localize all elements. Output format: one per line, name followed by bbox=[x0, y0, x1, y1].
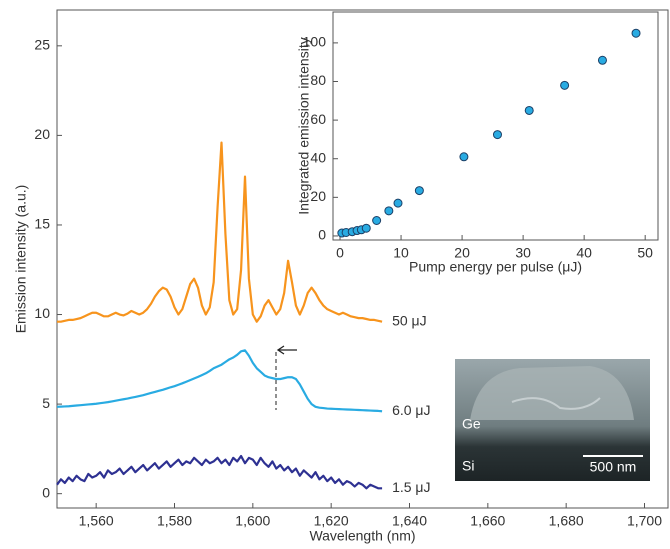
data-point bbox=[384, 206, 394, 216]
y-tick-label: 5 bbox=[42, 395, 50, 411]
data-point bbox=[372, 216, 382, 226]
y-tick-label: 20 bbox=[34, 126, 50, 142]
sem-scratch bbox=[511, 397, 601, 410]
x-tick-label: 1,580 bbox=[157, 513, 192, 529]
spectrum-line bbox=[57, 141, 383, 323]
x-axis-label: Pump energy per pulse (μJ) bbox=[409, 259, 582, 275]
spectrum-line bbox=[56, 454, 383, 490]
plot-frame bbox=[56, 9, 669, 509]
x-tick-label: 10 bbox=[393, 245, 409, 261]
x-tick-label: 1,600 bbox=[235, 513, 270, 529]
series-label: 6.0 μJ bbox=[392, 402, 430, 418]
x-tick-label: 40 bbox=[576, 245, 592, 261]
series-label: 1.5 μJ bbox=[392, 479, 430, 495]
y-tick-label: 0 bbox=[42, 484, 50, 500]
y-tick-label: 100 bbox=[303, 34, 327, 50]
x-tick-label: 1,700 bbox=[627, 513, 662, 529]
x-tick-label: 20 bbox=[454, 245, 470, 261]
y-axis-label: Emission intensity (a.u.) bbox=[13, 185, 29, 334]
data-point bbox=[361, 223, 371, 233]
y-tick-label: 40 bbox=[310, 149, 326, 165]
plot-frame bbox=[332, 11, 659, 241]
y-axis-label: Integrated emission intensity bbox=[296, 37, 312, 214]
x-tick-label: 50 bbox=[637, 245, 653, 261]
sem-structure bbox=[470, 366, 634, 420]
y-tick-label: 20 bbox=[310, 188, 326, 204]
data-point bbox=[631, 28, 641, 38]
data-point bbox=[597, 55, 607, 65]
y-tick-label: 60 bbox=[310, 111, 326, 127]
x-tick-label: 1,640 bbox=[392, 513, 427, 529]
sem-label: Ge bbox=[462, 416, 481, 432]
x-axis-label: Wavelength (nm) bbox=[309, 528, 415, 544]
spectrum-line bbox=[56, 349, 383, 413]
data-point bbox=[492, 130, 502, 140]
y-tick-label: 10 bbox=[34, 305, 50, 321]
data-point bbox=[459, 152, 469, 162]
data-point bbox=[560, 80, 570, 90]
x-tick-label: 0 bbox=[336, 245, 344, 261]
data-point bbox=[393, 198, 403, 208]
x-tick-label: 1,560 bbox=[79, 513, 114, 529]
data-point bbox=[524, 105, 534, 115]
y-tick-label: 15 bbox=[34, 216, 50, 232]
x-tick-label: 1,680 bbox=[549, 513, 584, 529]
y-tick-label: 25 bbox=[34, 37, 50, 53]
x-tick-label: 1,620 bbox=[314, 513, 349, 529]
data-point bbox=[414, 186, 424, 196]
scale-bar-label: 500 nm bbox=[590, 459, 637, 475]
series-label: 50 μJ bbox=[392, 312, 427, 328]
sem-label: Si bbox=[462, 458, 474, 474]
y-tick-label: 80 bbox=[310, 72, 326, 88]
marker-arrow bbox=[276, 345, 297, 355]
x-tick-label: 30 bbox=[515, 245, 531, 261]
x-tick-label: 1,660 bbox=[470, 513, 505, 529]
y-tick-label: 0 bbox=[318, 227, 326, 243]
